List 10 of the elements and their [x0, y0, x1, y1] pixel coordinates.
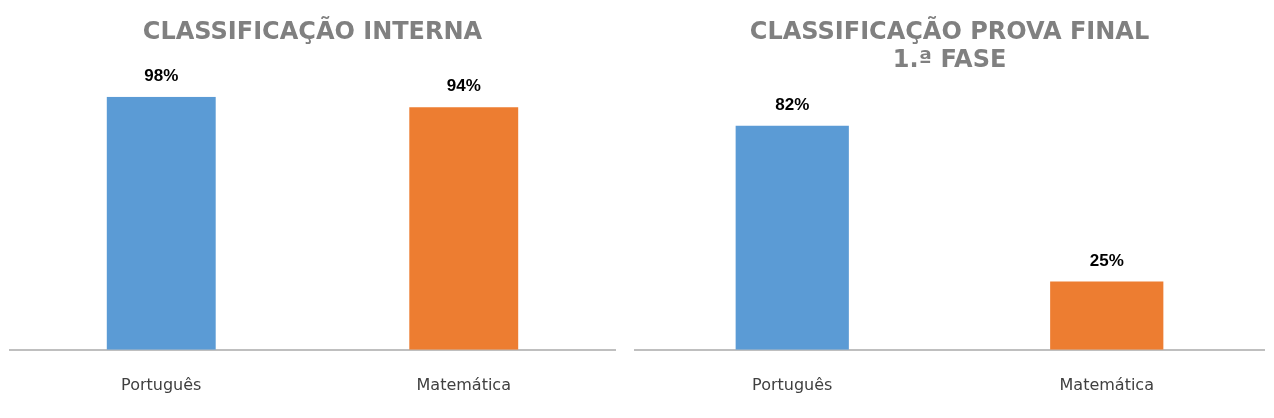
- x-tick-label: Matemática: [416, 374, 511, 394]
- x-tick-label: Português: [121, 374, 202, 394]
- data-label: 25%: [1089, 250, 1124, 270]
- x-tick-label: Matemática: [1059, 374, 1154, 394]
- x-tick-label: Português: [752, 374, 833, 394]
- chart-title: CLASSIFICAÇÃO INTERNA: [142, 15, 483, 45]
- chart-title: CLASSIFICAÇÃO PROVA FINAL 1.ª FASE: [749, 15, 1150, 74]
- data-label: 82%: [775, 94, 810, 114]
- data-label: 98%: [144, 65, 179, 85]
- data-label: 94%: [446, 76, 481, 96]
